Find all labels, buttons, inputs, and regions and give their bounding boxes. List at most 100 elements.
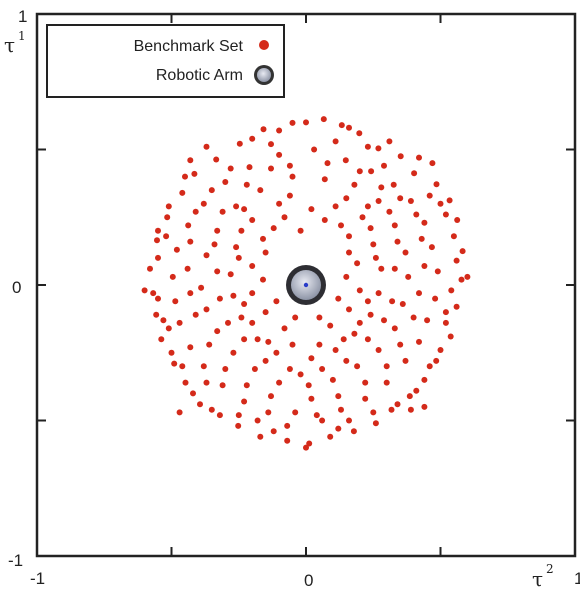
legend-box [46, 24, 285, 98]
benchmark-point [176, 409, 183, 416]
benchmark-point [200, 363, 207, 370]
benchmark-point [286, 162, 293, 169]
benchmark-point [281, 214, 288, 221]
benchmark-point [386, 208, 393, 215]
benchmark-point [432, 295, 439, 302]
benchmark-point [308, 395, 315, 402]
benchmark-point [260, 235, 266, 242]
benchmark-point [276, 200, 283, 207]
benchmark-point [332, 347, 339, 353]
benchmark-point [362, 379, 369, 386]
benchmark-point [306, 440, 313, 447]
benchmark-point [203, 143, 210, 150]
benchmark-point [289, 119, 296, 126]
benchmark-point [418, 235, 425, 242]
benchmark-point [402, 249, 409, 256]
benchmark-point [378, 265, 385, 272]
benchmark-point [289, 173, 296, 180]
benchmark-point [303, 119, 309, 126]
benchmark-point [276, 151, 283, 158]
benchmark-point [389, 298, 396, 305]
benchmark-point [321, 217, 328, 223]
benchmark-point [241, 206, 248, 213]
benchmark-point [342, 157, 349, 164]
benchmark-point [251, 366, 258, 372]
benchmark-point [286, 366, 293, 372]
benchmark-point [176, 319, 183, 326]
benchmark-point [243, 382, 250, 389]
benchmark-point [249, 135, 256, 142]
benchmark-point [316, 341, 323, 348]
benchmark-point [416, 154, 422, 161]
benchmark-point [313, 412, 320, 419]
benchmark-point [262, 357, 269, 364]
benchmark-point [426, 192, 433, 199]
benchmark-point [169, 273, 176, 280]
benchmark-point [448, 287, 455, 294]
benchmark-point [383, 363, 390, 370]
benchmark-point [356, 168, 363, 175]
benchmark-point [254, 336, 261, 343]
benchmark-point [327, 322, 334, 329]
benchmark-point [346, 249, 352, 256]
y-tick-label-bottom: -1 [8, 551, 23, 570]
benchmark-point [236, 140, 243, 147]
benchmark-point [447, 333, 454, 340]
benchmark-point [203, 252, 210, 259]
benchmark-point [381, 162, 387, 169]
benchmark-point [421, 263, 428, 269]
benchmark-point [227, 165, 234, 172]
benchmark-point [442, 309, 449, 316]
benchmark-point [158, 336, 165, 343]
benchmark-point [343, 357, 350, 364]
benchmark-point [405, 273, 412, 280]
benchmark-point [346, 233, 352, 240]
benchmark-point [453, 303, 460, 310]
benchmark-point [182, 173, 188, 180]
benchmark-point [453, 257, 460, 264]
benchmark-point [364, 143, 371, 150]
benchmark-point [187, 238, 194, 245]
benchmark-point [407, 198, 414, 204]
benchmark-point [329, 376, 336, 383]
benchmark-point [338, 222, 344, 229]
benchmark-point [368, 168, 375, 175]
benchmark-point [320, 116, 327, 123]
benchmark-point [356, 287, 363, 294]
benchmark-point [216, 295, 223, 302]
benchmark-point [227, 271, 234, 278]
benchmark-point [238, 314, 245, 321]
benchmark-point [179, 189, 186, 196]
benchmark-point [222, 366, 229, 372]
benchmark-point [270, 428, 277, 435]
benchmark-point [359, 214, 366, 221]
legend-marker-benchmark-set [259, 40, 269, 50]
benchmark-point [356, 130, 363, 137]
legend-marker-robotic-arm-inner [257, 68, 271, 82]
benchmark-point [442, 211, 449, 218]
x-tick-label-left: -1 [30, 569, 45, 588]
benchmark-point [216, 412, 223, 419]
benchmark-point [241, 398, 248, 405]
benchmark-point [413, 211, 420, 218]
benchmark-point [281, 325, 288, 332]
benchmark-point [191, 170, 198, 177]
benchmark-point [459, 248, 466, 255]
benchmark-point [397, 341, 404, 348]
benchmark-point [260, 276, 266, 283]
benchmark-point [397, 195, 404, 202]
benchmark-point [163, 233, 170, 240]
benchmark-point [450, 233, 457, 240]
benchmark-point [364, 203, 371, 210]
benchmark-point [211, 241, 218, 248]
benchmark-point [442, 319, 449, 326]
benchmark-point [375, 347, 382, 353]
benchmark-point [406, 393, 413, 400]
benchmark-point [356, 319, 363, 326]
benchmark-point [372, 420, 379, 427]
benchmark-point [305, 382, 312, 389]
benchmark-point [235, 254, 242, 261]
benchmark-point [386, 138, 393, 145]
benchmark-point [411, 170, 418, 177]
benchmark-point [351, 181, 358, 188]
